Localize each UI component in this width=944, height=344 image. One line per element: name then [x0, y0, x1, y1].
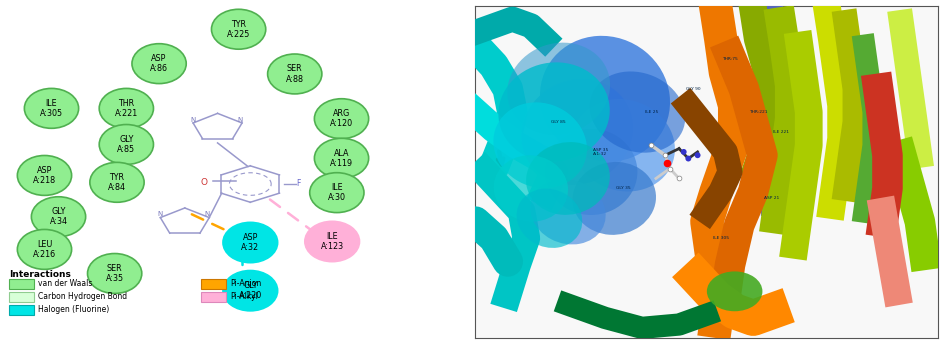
Text: ILE
A:123: ILE A:123 — [320, 232, 344, 251]
Ellipse shape — [526, 142, 609, 215]
Ellipse shape — [572, 162, 655, 235]
Text: GLY 90: GLY 90 — [685, 87, 700, 91]
Circle shape — [99, 88, 153, 128]
Text: van der Waals: van der Waals — [39, 279, 93, 288]
Circle shape — [211, 9, 265, 49]
Text: THR
A:221: THR A:221 — [114, 99, 138, 118]
Ellipse shape — [521, 79, 632, 185]
Ellipse shape — [706, 271, 762, 311]
Circle shape — [25, 88, 78, 128]
Ellipse shape — [589, 72, 684, 153]
FancyBboxPatch shape — [9, 279, 34, 289]
Point — [675, 149, 690, 155]
Circle shape — [305, 222, 359, 261]
Text: GLY
A:220: GLY A:220 — [239, 281, 261, 300]
Circle shape — [267, 54, 322, 94]
Text: ILE 25: ILE 25 — [644, 110, 657, 114]
Text: SER
A:35: SER A:35 — [106, 264, 124, 283]
Text: LEU
A:216: LEU A:216 — [33, 240, 56, 259]
Point — [671, 176, 686, 181]
Text: N: N — [158, 211, 162, 217]
Circle shape — [17, 155, 72, 195]
Ellipse shape — [516, 189, 582, 248]
Point — [659, 161, 674, 166]
Circle shape — [90, 162, 144, 202]
Point — [643, 142, 658, 148]
Ellipse shape — [530, 179, 605, 245]
Circle shape — [223, 271, 278, 311]
Circle shape — [314, 99, 368, 139]
Text: Carbon Hydrogen Bond: Carbon Hydrogen Bond — [39, 292, 127, 301]
Text: TYR
A:84: TYR A:84 — [108, 173, 126, 192]
Point — [689, 152, 704, 158]
Text: ILE 305: ILE 305 — [712, 236, 728, 240]
Text: ASP
A:32: ASP A:32 — [241, 233, 259, 252]
Ellipse shape — [494, 155, 567, 222]
Text: ALA
A:119: ALA A:119 — [329, 149, 353, 168]
Ellipse shape — [539, 36, 669, 162]
Text: GLY 85: GLY 85 — [550, 120, 565, 124]
Text: N: N — [237, 117, 243, 123]
Text: ASP 21: ASP 21 — [764, 196, 779, 201]
Text: GLY
A:85: GLY A:85 — [117, 135, 135, 154]
Circle shape — [99, 125, 153, 164]
Circle shape — [223, 223, 278, 262]
Ellipse shape — [544, 129, 636, 215]
Text: Pi-Alkyl: Pi-Alkyl — [230, 292, 258, 301]
Text: ILE
A:305: ILE A:305 — [40, 99, 63, 118]
Text: N: N — [204, 211, 210, 217]
Text: ASP
A:218: ASP A:218 — [33, 166, 56, 185]
FancyBboxPatch shape — [9, 305, 34, 315]
Circle shape — [31, 197, 86, 237]
Text: GLY
A:34: GLY A:34 — [49, 207, 67, 226]
Circle shape — [132, 44, 186, 84]
FancyBboxPatch shape — [9, 292, 34, 302]
FancyBboxPatch shape — [201, 279, 226, 289]
Point — [662, 166, 677, 171]
Point — [657, 152, 672, 158]
Text: TYR
A:225: TYR A:225 — [227, 20, 250, 39]
Text: O: O — [201, 178, 208, 187]
Text: THR:75: THR:75 — [721, 57, 737, 61]
Text: F: F — [296, 179, 301, 188]
FancyBboxPatch shape — [201, 292, 226, 302]
Text: Pi-Anion: Pi-Anion — [230, 279, 261, 288]
Text: SER
A:88: SER A:88 — [285, 64, 303, 84]
Text: THR:221: THR:221 — [748, 110, 767, 114]
Circle shape — [88, 254, 142, 293]
Ellipse shape — [507, 43, 610, 135]
Point — [680, 156, 695, 161]
Ellipse shape — [571, 99, 674, 192]
Ellipse shape — [497, 62, 609, 162]
Circle shape — [310, 173, 363, 213]
Text: N: N — [191, 117, 195, 123]
Text: ASP 35
A:1:32: ASP 35 A:1:32 — [592, 148, 607, 156]
Text: ILE
A:30: ILE A:30 — [328, 183, 346, 202]
Text: ILE 221: ILE 221 — [772, 130, 788, 134]
Circle shape — [314, 138, 368, 178]
Text: ARG
A:120: ARG A:120 — [329, 109, 353, 128]
Text: Halogen (Fluorine): Halogen (Fluorine) — [39, 305, 110, 314]
Circle shape — [17, 229, 72, 269]
Ellipse shape — [493, 103, 586, 188]
Text: ASP
A:86: ASP A:86 — [150, 54, 168, 73]
Text: GLY 35: GLY 35 — [615, 186, 631, 191]
Text: Interactions: Interactions — [9, 270, 71, 279]
